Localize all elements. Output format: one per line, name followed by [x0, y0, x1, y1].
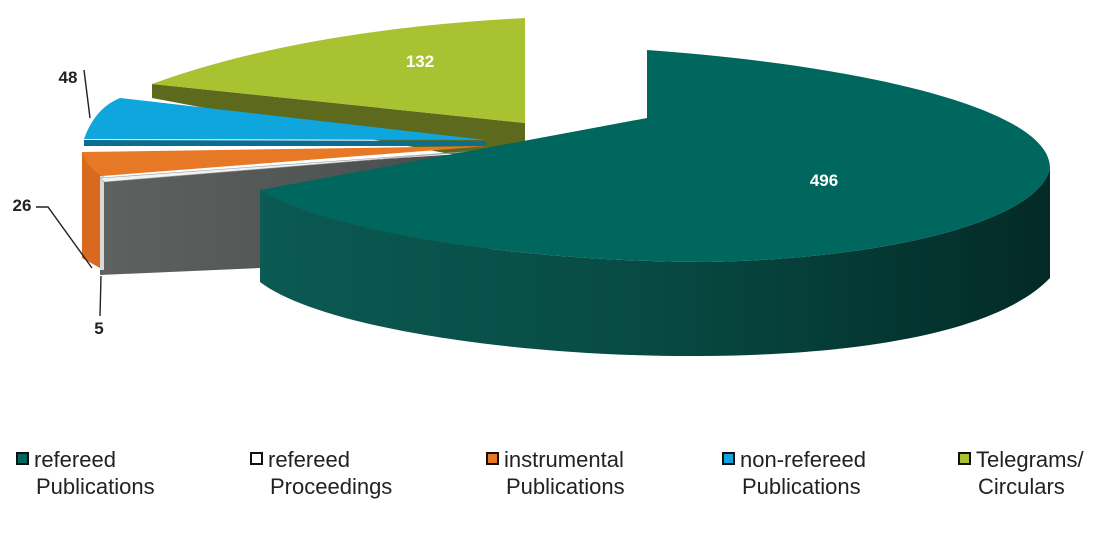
- legend-swatch: [486, 452, 499, 465]
- slice-refereed-proceedings: [99, 149, 491, 183]
- pie-chart: 496 132 48 26 5: [13, 18, 1050, 357]
- slice-side-refereed-outer: [260, 168, 1050, 357]
- slice-telegrams-circulars: [152, 18, 525, 123]
- legend-label-line1: instrumental: [504, 447, 624, 472]
- legend-label-line1: non-refereed: [740, 447, 866, 472]
- slice-instrumental-publications: [82, 146, 488, 176]
- slice-side-instrumental: [82, 152, 102, 268]
- legend: refereed Publications refereed Proceedin…: [0, 446, 1118, 556]
- leader-line-5: [99, 275, 102, 317]
- slice-side-nonrefereed: [84, 140, 486, 146]
- data-label-48: 48: [59, 68, 78, 87]
- legend-swatch: [722, 452, 735, 465]
- legend-label-line1: refereed: [268, 447, 350, 472]
- legend-label-line2: Publications: [506, 474, 625, 499]
- data-label-132: 132: [406, 52, 434, 71]
- data-label-5: 5: [94, 319, 103, 338]
- slice-side-proceedings: [100, 176, 104, 270]
- slice-refereed-publications: [260, 50, 1050, 262]
- leader-line-48: [83, 69, 91, 119]
- slice-non-refereed-publications: [84, 98, 486, 140]
- legend-label-line2: Publications: [36, 474, 155, 499]
- legend-swatch: [958, 452, 971, 465]
- legend-swatch: [16, 452, 29, 465]
- leader-line-26: [36, 206, 93, 269]
- legend-label-line1: Telegrams/: [976, 447, 1084, 472]
- legend-swatch: [250, 452, 263, 465]
- legend-label-line1: refereed: [34, 447, 116, 472]
- legend-label-line2: Publications: [742, 474, 861, 499]
- legend-label-line2: Circulars: [978, 474, 1065, 499]
- legend-label-line2: Proceedings: [270, 474, 393, 499]
- data-label-26: 26: [13, 196, 32, 215]
- data-label-496: 496: [810, 171, 838, 190]
